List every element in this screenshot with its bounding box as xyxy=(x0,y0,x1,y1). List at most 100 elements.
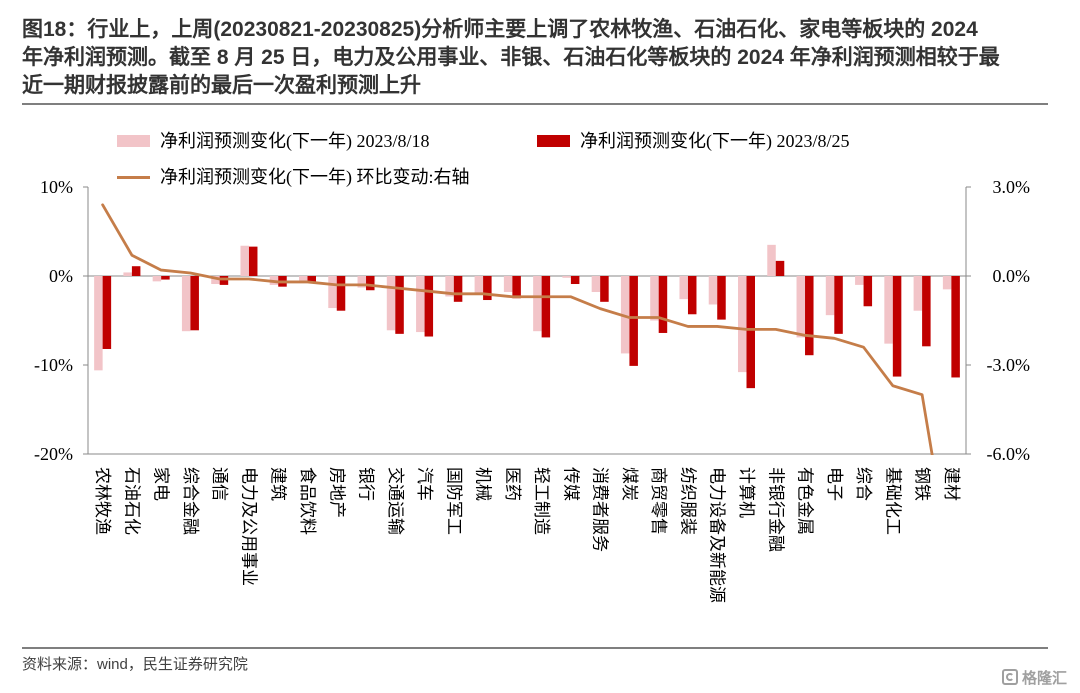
gelonghui-logo-icon xyxy=(1002,669,1018,685)
bar-series-1-4 xyxy=(181,276,191,332)
bar-series-1-21 xyxy=(679,276,688,300)
right-axis-tick-label: 0.0% xyxy=(993,266,1031,286)
source-note: 资料来源：wind，民生证券研究院 xyxy=(22,656,248,673)
bar-series-2-18 xyxy=(600,276,609,302)
bar-series-1-20 xyxy=(650,276,659,321)
bar-series-2-20 xyxy=(658,276,668,333)
right-axis-tick-label: -6.0% xyxy=(987,444,1031,464)
line-series-3 xyxy=(101,203,934,455)
category-label: 钢铁 xyxy=(913,467,932,501)
chart-title: 图18：行业上，上周(20230821-20230825)分析师主要上调了农林牧… xyxy=(22,16,1058,100)
bar-series-1-16 xyxy=(533,276,542,332)
bar-series-1-29 xyxy=(913,276,923,311)
bar-series-1-12 xyxy=(416,276,425,333)
bar-series-1-10 xyxy=(357,276,367,288)
category-label: 纺织服装 xyxy=(678,467,697,535)
category-label: 房地产 xyxy=(327,467,346,518)
bar-series-2-30 xyxy=(951,276,960,378)
bar-series-2-28 xyxy=(892,276,902,377)
bar-series-2-26 xyxy=(834,276,843,334)
category-label: 交通运输 xyxy=(386,467,405,535)
category-label: 农林牧渔 xyxy=(93,467,112,535)
bar-series-2-24 xyxy=(775,260,785,276)
title-divider xyxy=(22,103,1048,105)
category-label: 基础化工 xyxy=(883,467,902,535)
bar-series-2-14 xyxy=(483,276,492,301)
category-label: 医药 xyxy=(503,467,522,501)
bar-series-2-8 xyxy=(307,276,316,283)
bar-series-2-21 xyxy=(687,276,697,315)
right-axis-tick-label: -3.0% xyxy=(987,355,1031,375)
right-axis-tick-label: 3.0% xyxy=(993,177,1031,197)
bar-series-1-27 xyxy=(855,276,864,285)
bar-group xyxy=(94,244,960,389)
category-label: 有色金属 xyxy=(796,467,815,535)
bar-series-2-27 xyxy=(863,276,873,307)
bar-series-2-25 xyxy=(805,276,814,356)
left-axis-tick-label: 10% xyxy=(40,177,73,197)
bar-series-1-26 xyxy=(825,276,835,316)
bar-series-1-15 xyxy=(503,276,513,293)
left-axis-tick-label: 0% xyxy=(49,266,73,286)
bar-series-1-11 xyxy=(386,276,396,331)
bar-series-2-4 xyxy=(190,276,199,331)
watermark-text: 格隆汇 xyxy=(1022,669,1068,687)
bar-series-2-3 xyxy=(161,276,170,280)
category-label: 汽车 xyxy=(415,467,434,501)
bar-series-1-14 xyxy=(474,276,484,295)
category-label: 计算机 xyxy=(737,467,756,518)
bar-series-2-29 xyxy=(922,276,931,347)
category-label: 建材 xyxy=(942,467,961,501)
category-label: 电子 xyxy=(825,467,844,501)
bar-series-2-19 xyxy=(629,276,638,366)
category-label: 消费者服务 xyxy=(591,467,610,552)
category-label: 家电 xyxy=(152,467,171,501)
bar-series-2-12 xyxy=(424,276,434,337)
bar-series-2-15 xyxy=(512,276,521,299)
bar-series-2-16 xyxy=(541,276,551,338)
bar-series-1-24 xyxy=(767,244,776,276)
watermark: 格隆汇 xyxy=(1002,667,1067,687)
bar-series-2-9 xyxy=(336,276,346,311)
bar-series-1-25 xyxy=(796,276,806,338)
bar-series-1-13 xyxy=(445,276,454,297)
bar-series-2-13 xyxy=(453,276,463,302)
bar-series-1-6 xyxy=(240,245,249,276)
bar-series-1-19 xyxy=(620,276,630,354)
legend-label-2023-08-25: 净利润预测变化(下一年) 2023/8/25 xyxy=(580,131,850,151)
bar-series-2-2 xyxy=(131,266,141,276)
legend-item-2023-08-18: 净利润预测变化(下一年) 2023/8/18 xyxy=(117,131,430,151)
footer-divider xyxy=(22,647,1048,649)
legend-item-change-line: 净利润预测变化(下一年) 环比变动:右轴 xyxy=(117,167,470,187)
bar-series-2-23 xyxy=(746,276,755,389)
bar-series-2-11 xyxy=(395,276,404,334)
category-label: 电力设备及新能源 xyxy=(708,467,727,603)
bar-series-2-22 xyxy=(717,276,726,320)
bar-series-1-28 xyxy=(884,276,893,344)
legend-swatch-pink-bar xyxy=(117,135,150,147)
bar-series-1-22 xyxy=(708,276,718,305)
category-label: 食品饮料 xyxy=(298,467,317,535)
legend-label-change-line: 净利润预测变化(下一年) 环比变动:右轴 xyxy=(160,167,470,187)
legend-swatch-line xyxy=(117,175,150,179)
legend-swatch-red-bar xyxy=(537,135,570,147)
category-label: 机械 xyxy=(474,467,493,501)
bar-series-1-8 xyxy=(299,276,308,281)
bar-series-1-2 xyxy=(123,272,132,276)
category-label: 通信 xyxy=(210,467,229,501)
category-label: 综合 xyxy=(854,467,873,501)
bar-series-1-17 xyxy=(562,276,571,278)
bar-series-1-5 xyxy=(211,276,220,285)
category-label: 建筑 xyxy=(269,467,288,501)
category-label: 煤炭 xyxy=(620,467,639,501)
legend-label-2023-08-18: 净利润预测变化(下一年) 2023/8/18 xyxy=(160,131,430,151)
combo-bar-line-chart: 10% 0% -10% -20% 3.0% 0.0% -3.0% -6.0% 农林牧渔 石油石化家… xyxy=(34,177,1031,603)
category-label: 银行 xyxy=(357,467,376,501)
category-label: 石油石化 xyxy=(122,467,141,535)
category-label: 轻工制造 xyxy=(532,467,551,535)
chart-title-line-1: 图18：行业上，上周(20230821-20230825)分析师主要上调了农林牧… xyxy=(22,18,978,41)
category-label: 电力及公用事业 xyxy=(239,467,258,586)
bar-series-2-5 xyxy=(219,276,229,285)
category-label: 综合金融 xyxy=(181,467,200,535)
category-label: 非银行金融 xyxy=(766,467,785,552)
